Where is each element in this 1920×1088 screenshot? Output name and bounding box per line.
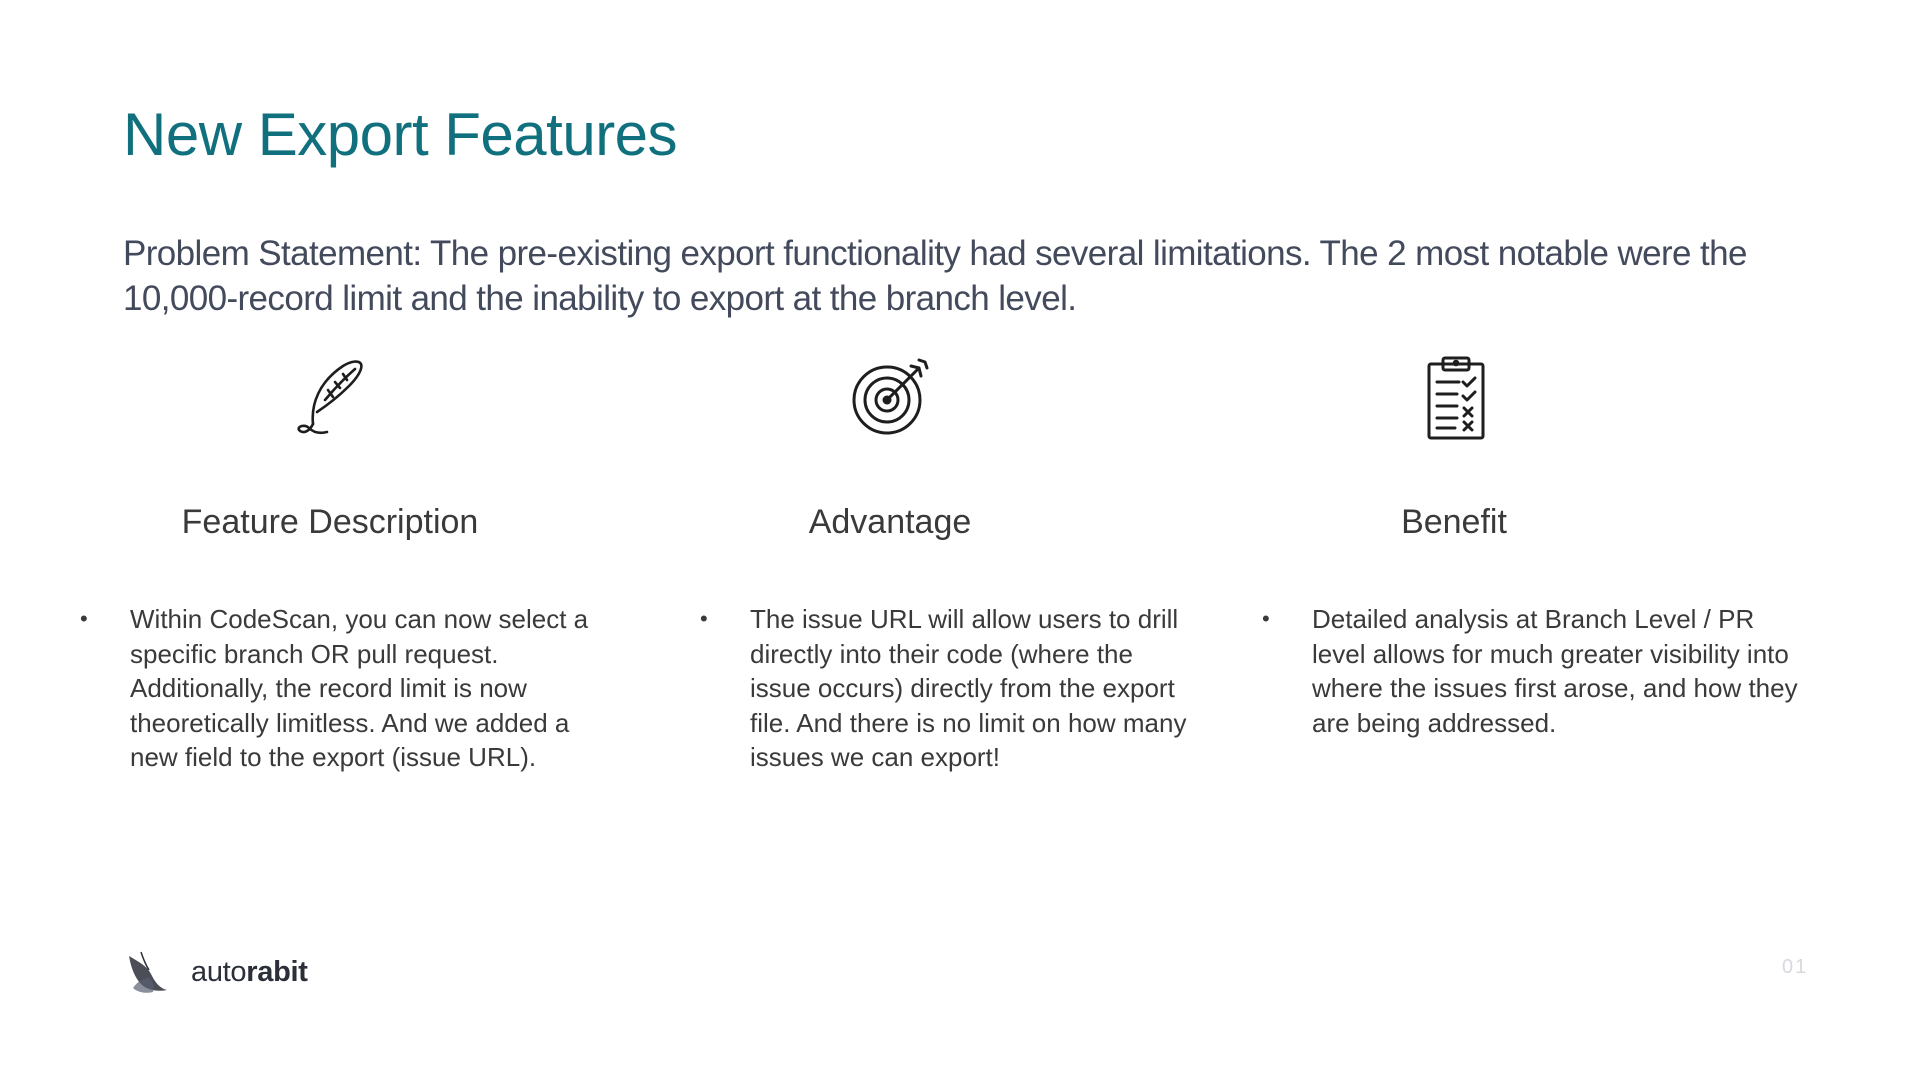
bullet-marker: • bbox=[700, 606, 708, 631]
column-heading-benefit: Benefit bbox=[1401, 503, 1507, 541]
feature-description-text: Within CodeScan, you can now select a sp… bbox=[130, 604, 589, 772]
advantage-text: The issue URL will allow users to drill … bbox=[750, 604, 1187, 772]
bullet-marker: • bbox=[80, 606, 88, 631]
logo-text-bold: rabit bbox=[246, 955, 308, 988]
slide-title: New Export Features bbox=[123, 101, 678, 168]
logo-wordmark: autorabit bbox=[191, 956, 308, 989]
column-heading-advantage: Advantage bbox=[808, 503, 972, 541]
problem-statement: Problem Statement: The pre-existing expo… bbox=[123, 234, 1748, 318]
list-item: • The issue URL will allow users to dril… bbox=[700, 602, 1200, 775]
list-item: • Within CodeScan, you can now select a … bbox=[80, 602, 600, 775]
benefit-text: Detailed analysis at Branch Level / PR l… bbox=[1312, 604, 1798, 738]
bullet-marker: • bbox=[1262, 606, 1270, 631]
logo-text-light: auto bbox=[191, 955, 247, 988]
autorabit-logo: autorabit bbox=[123, 948, 308, 996]
benefit-list: • Detailed analysis at Branch Level / PR… bbox=[1262, 602, 1802, 740]
feature-description-list: • Within CodeScan, you can now select a … bbox=[80, 602, 600, 775]
column-heading-feature-description: Feature Description bbox=[181, 503, 479, 541]
target-arrow-icon bbox=[845, 352, 935, 442]
feather-quill-icon bbox=[285, 352, 375, 442]
list-item: • Detailed analysis at Branch Level / PR… bbox=[1262, 602, 1802, 740]
rabbit-logo-icon bbox=[129, 951, 167, 993]
page-number: 01 bbox=[1782, 956, 1809, 978]
advantage-list: • The issue URL will allow users to dril… bbox=[700, 602, 1200, 775]
clipboard-checklist-icon bbox=[1409, 352, 1499, 442]
